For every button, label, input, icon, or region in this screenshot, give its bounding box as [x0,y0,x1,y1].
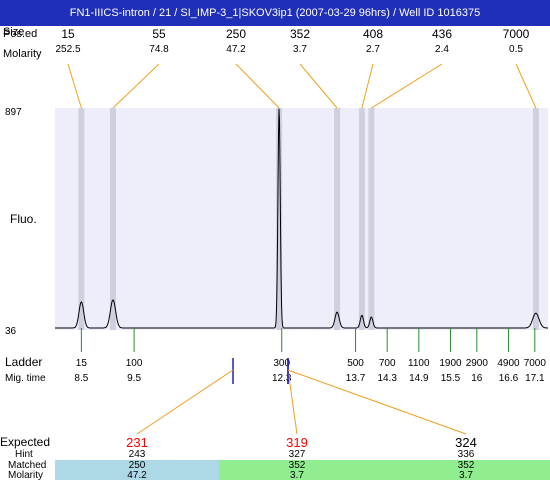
expected-guide-line [287,369,298,435]
peak-molarity-label: 252.5 [55,44,80,55]
peak-guide-line [235,63,280,109]
plot-area [55,108,548,330]
ladder-size-label: 1900 [439,358,462,369]
hint-label: Hint [15,449,33,460]
top-size-label-shadow: Pos.ed [3,28,37,40]
peak-guide-line [67,63,82,109]
peak-size-label: 436 [432,27,452,41]
peak-molarity-label: 2.7 [366,44,380,55]
fluorescence-trace [55,108,548,329]
ladder-label: Ladder [5,355,42,369]
peak-size-label: 55 [152,27,166,41]
peak-guide-line [299,63,338,109]
expected-hint: 336 [458,449,475,460]
expected-guide-line [287,369,467,435]
matched-size: 250 [129,460,146,471]
peak-size-label: 352 [290,27,310,41]
ladder-time-label: 14.9 [409,373,429,384]
peak-molarity-label: 3.7 [293,44,307,55]
peak-band [368,108,375,330]
ladder-size-label: 4900 [497,358,520,369]
ladder-ticks: 15 8.5 100 9.5 300 12.3 500 13.7 700 14.3 1100 14.9… [74,328,546,384]
matched-bar-blue [55,460,219,480]
y-axis-label: Fluo. [10,212,37,226]
ladder-time-label: 17.1 [525,373,545,384]
top-molarity-label: Molarity [3,48,42,60]
expected-hint: 327 [289,449,306,460]
matched-label: Matched [8,460,46,471]
ladder-time-label: 16 [471,373,483,384]
matched-molarity: 47.2 [127,470,147,480]
y-tick-min: 36 [5,326,17,337]
ladder-size-label: 100 [126,358,143,369]
ladder-time-label: 12.3 [272,373,292,384]
ladder-time-label: 9.5 [127,373,141,384]
peak-band [78,108,85,330]
peak-molarity-label: 2.4 [435,44,449,55]
matched-size: 352 [289,460,306,471]
peak-guide-line [371,63,443,109]
peak-molarity-label: 0.5 [509,44,523,55]
ladder-size-label: 300 [273,358,290,369]
expected-size: 319 [286,435,308,450]
molarity-label: Molarity [8,470,43,480]
peak-band [358,108,365,330]
ladder-size-label: 500 [347,358,364,369]
ladder-time-label: 14.3 [377,373,397,384]
ladder-size-label: 7000 [524,358,547,369]
peak-guide-line [112,63,160,109]
ladder-size-label: 1100 [408,358,430,369]
peak-size-label: 250 [226,27,246,41]
matched-molarity: 3.7 [290,470,304,480]
peak-top-labels: 15 252.5 55 74.8 250 47.2 352 3.7 408 2.7 436 2.4 70… [55,27,529,55]
peak-size-label: 15 [61,27,75,41]
chart-title: FN1-IIICS-intron / 21 / SI_IMP-3_1|SKOV3… [0,0,550,26]
peak-band [334,108,341,330]
peak-molarity-label: 47.2 [226,44,246,55]
expected-label: Expected [0,435,50,449]
peak-guide-line [361,63,374,109]
peak-bands [78,108,539,330]
ladder-size-label: 2900 [466,358,489,369]
peak-size-label: 7000 [503,27,530,41]
peak-size-label: 408 [363,27,383,41]
expected-guide-line [136,369,234,435]
matched-size: 352 [458,460,475,471]
ladder-size-label: 15 [76,358,88,369]
expected-hint: 243 [129,449,146,460]
expected-markers [136,358,467,435]
expected-size: 324 [455,435,477,450]
y-tick-max: 897 [5,107,22,118]
ladder-size-label: 700 [379,358,396,369]
matched-molarity: 3.7 [459,470,473,480]
mig-time-label: Mig. time [5,373,46,384]
peak-guide-lines [67,63,537,109]
peak-band [532,108,539,330]
matched-bar-green [219,460,550,480]
peak-guide-line [515,63,537,109]
peak-molarity-label: 74.8 [149,44,169,55]
top-size-label: Size [3,26,24,38]
peak-band [276,108,283,330]
peak-band [110,108,116,330]
expected-size: 231 [126,435,148,450]
ladder-time-label: 16.6 [499,373,519,384]
ladder-time-label: 15.5 [441,373,461,384]
ladder-time-label: 8.5 [74,373,88,384]
ladder-time-label: 13.7 [346,373,366,384]
